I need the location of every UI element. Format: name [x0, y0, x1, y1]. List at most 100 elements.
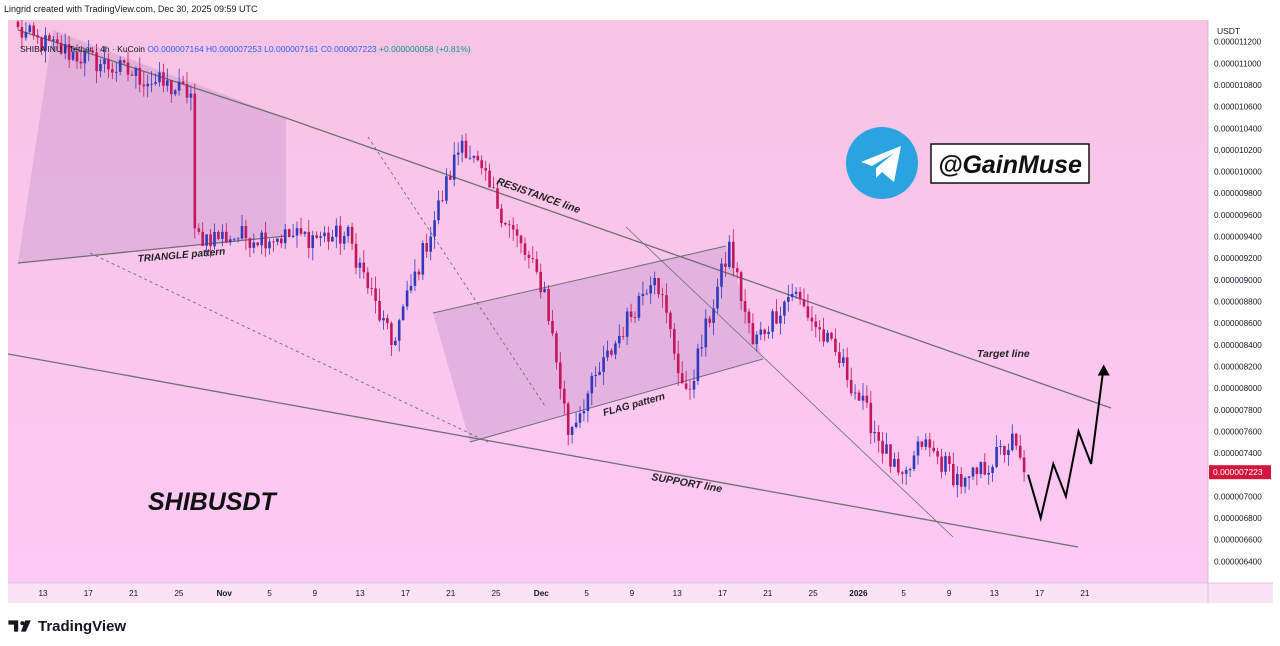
time-tick-label: 13 [990, 589, 1000, 598]
time-tick-label: 21 [446, 589, 456, 598]
candle-body [59, 42, 63, 54]
candle-body [621, 336, 625, 337]
candle-body [130, 74, 134, 76]
candle-body [95, 52, 98, 72]
time-tick-label: 25 [809, 589, 819, 598]
candle-body [889, 444, 892, 467]
price-tick-label: 0.000007600 [1214, 427, 1262, 436]
candle-body [150, 83, 153, 85]
chart-credit: Lingrid created with TradingView.com, De… [4, 4, 258, 14]
candle-body [295, 228, 299, 236]
candle-body [838, 352, 841, 363]
candle-body [323, 232, 326, 237]
candle-body [857, 392, 861, 401]
price-chart[interactable]: 0.000011200 0.000011000 0.000010800 0.00001… [8, 20, 1273, 603]
candle-body [559, 362, 562, 389]
candle-body [720, 263, 723, 287]
candle-body [480, 160, 483, 169]
last-price-marker[interactable]: 0.000007223 [1209, 465, 1271, 480]
candle-body [378, 301, 381, 321]
candle-body [283, 229, 287, 244]
candle-body [307, 231, 311, 248]
candle-body [519, 235, 523, 244]
candle-body [724, 263, 727, 267]
candle-body [272, 241, 275, 243]
chart-frame[interactable]: 0.000011200 0.000011000 0.000010800 0.00001… [8, 20, 1273, 603]
candle-body [248, 238, 252, 248]
candle-body [967, 476, 971, 478]
candle-body [276, 238, 279, 242]
candle-body [712, 308, 715, 323]
candle-body [696, 348, 700, 381]
candle-body [327, 232, 330, 242]
candle-body [853, 392, 857, 394]
candle-body [700, 347, 704, 349]
price-tick-label: 0.000006600 [1214, 536, 1262, 545]
candle-body [527, 254, 531, 259]
candle-body [162, 72, 165, 86]
candle-body [56, 39, 59, 43]
candle-body [665, 295, 668, 313]
candle-body [201, 231, 204, 246]
candle-body [511, 225, 515, 230]
candle-body [908, 469, 912, 471]
candle-body [794, 291, 798, 294]
candle-body [979, 461, 983, 475]
candle-body [959, 474, 963, 487]
candle-body [91, 50, 94, 53]
candle-body [983, 461, 987, 475]
candle-body [826, 332, 829, 342]
candle-body [893, 458, 896, 467]
flag-upper-line [432, 245, 727, 314]
candle-body [732, 241, 735, 269]
candle-body [830, 332, 833, 339]
candle-body [445, 176, 448, 201]
time-axis-background [8, 583, 1273, 603]
candle-body [173, 90, 177, 95]
price-tick-label: 0.000011000 [1214, 59, 1262, 68]
tradingview-footer[interactable]: TradingView [8, 614, 126, 638]
candle-body [441, 200, 444, 202]
candle-body [228, 239, 232, 243]
candle-body [504, 223, 507, 225]
target-line-label: Target line [977, 348, 1030, 360]
candle-body [197, 228, 201, 232]
candle-body [885, 444, 888, 454]
last-price-box [1209, 465, 1271, 480]
price-tick-label: 0.000009800 [1214, 189, 1262, 198]
price-tick-label: 0.000008800 [1214, 298, 1262, 307]
candle-body [904, 470, 908, 474]
candle-body [582, 411, 586, 414]
candle-body [437, 200, 440, 221]
thin-down-trend-line [625, 226, 954, 538]
candle-body [67, 44, 71, 60]
candle-body [397, 320, 401, 341]
candle-body [20, 27, 24, 38]
candle-body [531, 258, 535, 260]
triangle-lower-line [17, 235, 287, 264]
candle-body [963, 477, 967, 487]
candle-body [79, 61, 83, 64]
time-tick-label: 13 [356, 589, 366, 598]
candle-body [170, 80, 173, 95]
time-axis[interactable]: 13 17 21 25 Nov 5 9 13 17 21 25 Dec 5 9 13 17 21 25 2026 5 9… [38, 589, 1089, 598]
price-tick-label: 0.000010800 [1214, 81, 1262, 90]
candle-body [975, 467, 979, 475]
candle-body [606, 350, 609, 358]
price-tick-label: 0.000006400 [1214, 557, 1262, 566]
candle-body [193, 93, 197, 229]
candle-body [633, 317, 637, 318]
time-tick-label: 13 [673, 589, 683, 598]
candle-body [787, 297, 790, 302]
chart-background [8, 20, 1208, 583]
telegram-badge[interactable]: @GainMuse [846, 127, 1090, 199]
candle-body [680, 373, 684, 384]
candle-body [610, 350, 613, 355]
price-axis[interactable]: 0.000011200 0.000011000 0.000010800 0.00001… [1214, 38, 1262, 567]
candle-body [779, 315, 782, 324]
time-tick-label: 2026 [849, 589, 868, 598]
symbol-legend[interactable]: SHIBA INU / Tether · 4h · KuCoin O0.0000… [20, 44, 471, 54]
candle-body [122, 60, 126, 63]
candle-body [244, 226, 248, 239]
candle-body [28, 25, 32, 32]
